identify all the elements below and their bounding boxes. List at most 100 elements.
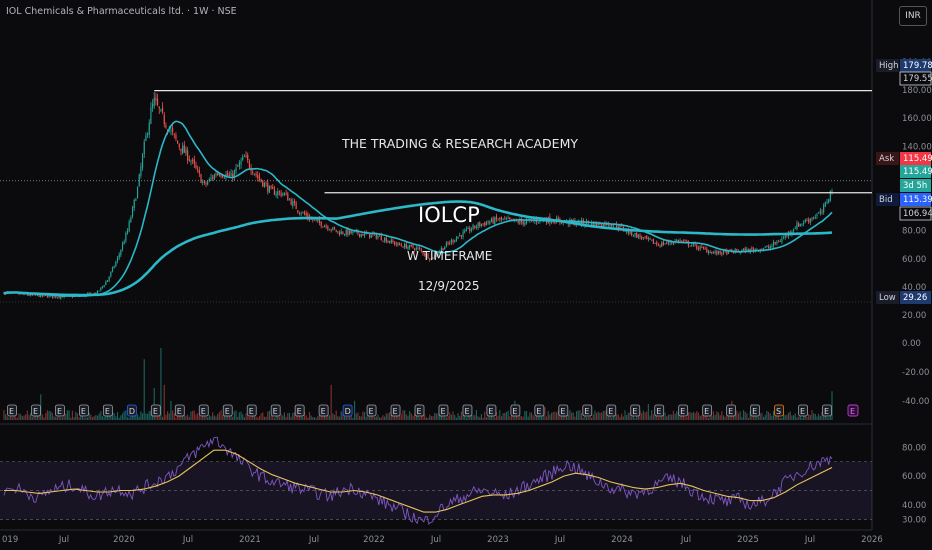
candle: [671, 242, 673, 244]
candle: [480, 224, 483, 227]
candle: [158, 106, 160, 109]
volume-bar: [754, 415, 756, 420]
candle: [826, 201, 828, 203]
annotation-ticker: IOLCP: [418, 203, 480, 227]
volume-bar: [414, 413, 416, 420]
volume-bar: [115, 416, 117, 420]
volume-bar: [576, 411, 578, 420]
volume-bar: [651, 410, 653, 420]
volume-bar: [499, 410, 501, 420]
candle: [30, 294, 32, 296]
volume-bar: [10, 414, 12, 420]
candle: [389, 240, 391, 243]
volume-bar: [96, 415, 99, 420]
candle: [317, 219, 319, 222]
volume-bar: [649, 415, 651, 420]
volume-bar: [631, 416, 633, 420]
candle: [689, 245, 691, 247]
volume-bar: [582, 417, 584, 420]
candle: [394, 241, 396, 245]
candle: [197, 169, 199, 171]
event-marker-label: E: [680, 407, 685, 416]
candle: [435, 254, 437, 256]
candle: [784, 234, 786, 238]
volume-bar: [783, 413, 785, 420]
candle: [495, 216, 498, 220]
volume-bar: [484, 411, 486, 420]
price-label-value: 115.39: [903, 195, 932, 205]
volume-bar: [587, 416, 589, 420]
candle: [809, 218, 811, 223]
volume-bar: [162, 416, 164, 420]
volume-bar: [530, 412, 533, 420]
candle: [288, 199, 291, 201]
event-marker: [31, 404, 41, 417]
volume-bar: [167, 411, 169, 420]
volume-bar: [340, 411, 342, 420]
candle: [313, 219, 316, 221]
candle: [335, 229, 337, 232]
volume-bar: [297, 413, 299, 420]
volume-bar: [93, 416, 95, 420]
volume-bar: [8, 417, 10, 420]
currency-button[interactable]: INR: [899, 6, 927, 26]
volume-bar: [681, 413, 683, 420]
volume-bar: [185, 415, 187, 420]
volume-bar: [11, 417, 13, 420]
volume-bar: [46, 410, 48, 420]
candle: [694, 243, 696, 245]
volume-bar: [656, 412, 658, 420]
volume-bar: [547, 411, 549, 420]
volume-bar: [293, 412, 296, 420]
volume-bar: [390, 413, 392, 420]
candle: [662, 241, 664, 245]
event-marker-label: E: [560, 407, 565, 416]
volume-bar: [140, 411, 142, 420]
candle: [432, 257, 434, 259]
event-marker-label: E: [752, 407, 757, 416]
candle: [699, 246, 701, 250]
candle: [560, 222, 563, 224]
candle: [701, 246, 703, 248]
volume-bar: [564, 414, 566, 420]
volume-bar: [384, 416, 386, 420]
volume-bar: [666, 416, 668, 420]
volume-bar: [313, 417, 316, 420]
annotation-date: 12/9/2025: [418, 279, 480, 293]
volume-bar: [818, 413, 820, 420]
candle: [162, 107, 164, 113]
candle: [126, 230, 129, 234]
candle: [332, 227, 334, 230]
volume-bar: [338, 416, 341, 420]
candle: [146, 133, 149, 135]
volume-bar: [190, 411, 192, 420]
volume-bar: [592, 414, 594, 420]
volume-bar: [255, 416, 257, 420]
time-tick-label: Jul: [182, 535, 193, 545]
candle: [659, 245, 661, 247]
candle: [639, 235, 641, 238]
volume-bar: [146, 413, 149, 420]
candle: [141, 154, 144, 168]
volume-bar: [198, 415, 200, 420]
volume-bar: [736, 410, 738, 420]
volume-bar: [278, 416, 281, 420]
candle: [282, 193, 284, 195]
volume-bar: [192, 410, 194, 420]
volume-bar: [823, 416, 825, 420]
candle: [233, 170, 235, 178]
volume-bar: [375, 416, 377, 420]
volume-bar: [821, 411, 823, 420]
volume-bar: [577, 410, 579, 420]
candle: [691, 245, 693, 247]
volume-bar: [404, 410, 406, 420]
volume-bar: [312, 417, 314, 420]
candle: [499, 218, 501, 220]
event-marker: [582, 404, 593, 417]
candle: [412, 245, 414, 249]
volume-bar: [195, 414, 197, 420]
candle: [55, 295, 57, 298]
candle: [550, 222, 553, 223]
volume-bar: [744, 411, 746, 420]
